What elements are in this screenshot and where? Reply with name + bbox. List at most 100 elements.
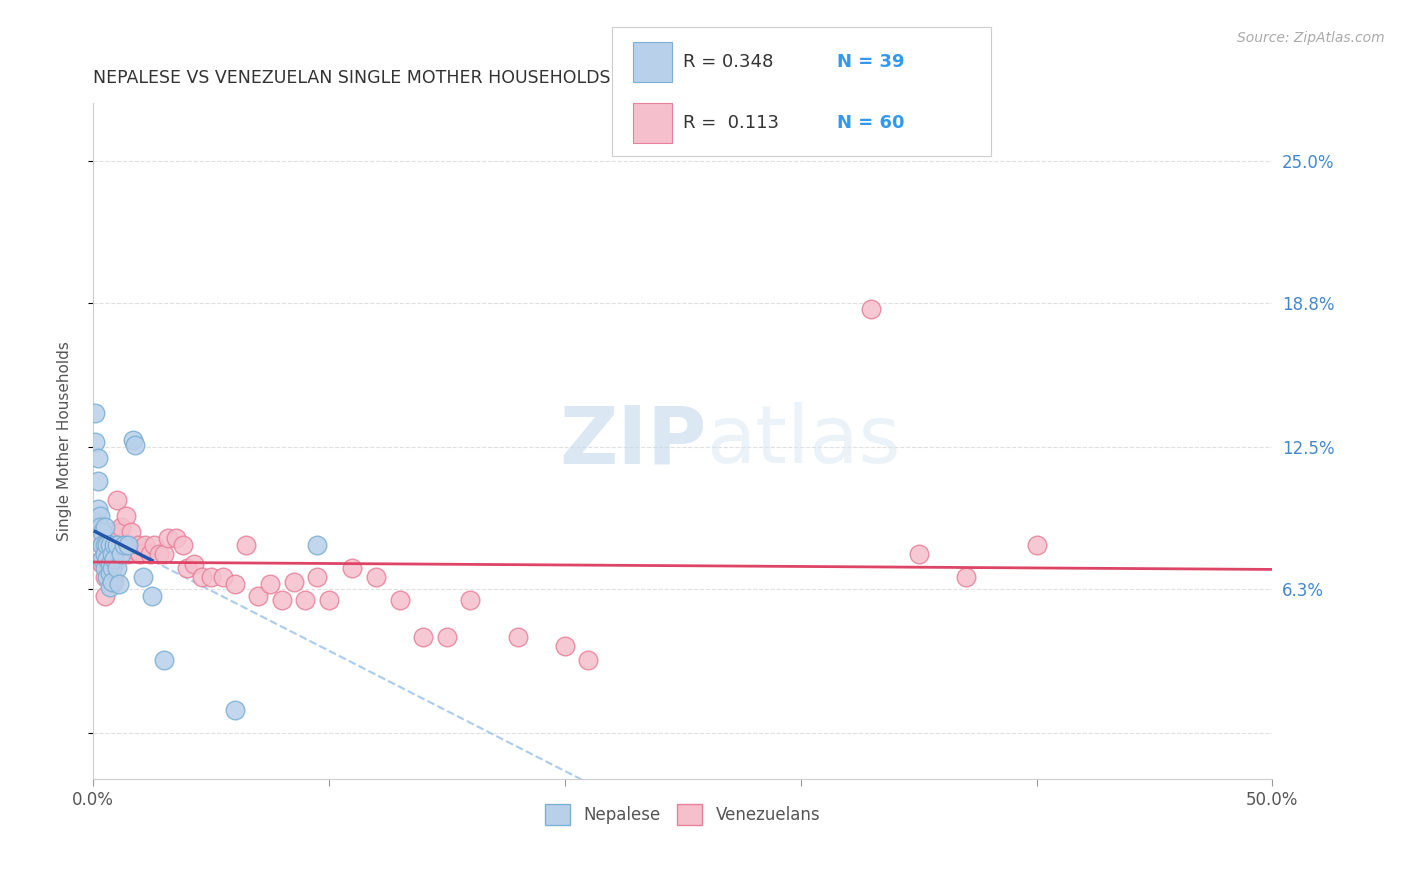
- Point: [89, 508, 111, 523]
- Text: N = 60: N = 60: [837, 113, 904, 132]
- Point: [98, 557, 121, 571]
- Point: [576, 653, 599, 667]
- Point: [129, 548, 152, 562]
- Point: [412, 630, 434, 644]
- Point: [176, 561, 198, 575]
- Point: [152, 653, 174, 667]
- Point: [124, 542, 146, 557]
- Point: [318, 593, 340, 607]
- Point: [388, 593, 411, 607]
- Point: [105, 492, 128, 507]
- Point: [307, 538, 329, 552]
- Legend: Nepalese, Venezuelans: Nepalese, Venezuelans: [538, 797, 827, 831]
- Text: atlas: atlas: [706, 402, 901, 480]
- Point: [96, 552, 118, 566]
- Point: [342, 561, 364, 575]
- Point: [84, 405, 107, 419]
- Point: [103, 574, 125, 589]
- Text: N = 39: N = 39: [837, 53, 904, 71]
- Point: [138, 548, 160, 562]
- Point: [307, 570, 329, 584]
- Point: [94, 548, 117, 562]
- Point: [94, 538, 117, 552]
- Point: [91, 557, 114, 571]
- Point: [96, 538, 118, 552]
- Point: [247, 589, 270, 603]
- Point: [103, 557, 125, 571]
- Point: [94, 561, 117, 575]
- Point: [101, 570, 124, 584]
- Point: [860, 302, 883, 317]
- Point: [96, 557, 118, 571]
- Point: [224, 703, 246, 717]
- Point: [955, 570, 977, 584]
- Point: [112, 538, 135, 552]
- Y-axis label: Single Mother Households: Single Mother Households: [58, 342, 72, 541]
- Point: [1025, 538, 1047, 552]
- Point: [101, 561, 124, 575]
- Point: [87, 451, 110, 466]
- Point: [165, 532, 187, 546]
- Point: [98, 524, 121, 539]
- Point: [108, 524, 131, 539]
- Text: R = 0.348: R = 0.348: [683, 53, 773, 71]
- Point: [112, 538, 135, 552]
- Point: [907, 548, 929, 562]
- Point: [294, 593, 316, 607]
- Point: [98, 580, 121, 594]
- Point: [87, 474, 110, 488]
- Point: [94, 589, 117, 603]
- Point: [94, 570, 117, 584]
- Point: [122, 433, 145, 447]
- Point: [117, 548, 139, 562]
- Point: [120, 524, 142, 539]
- Point: [96, 570, 118, 584]
- Point: [103, 552, 125, 566]
- Point: [96, 538, 118, 552]
- Text: NEPALESE VS VENEZUELAN SINGLE MOTHER HOUSEHOLDS CORRELATION CHART: NEPALESE VS VENEZUELAN SINGLE MOTHER HOU…: [93, 69, 804, 87]
- Point: [259, 577, 281, 591]
- Point: [89, 532, 111, 546]
- Point: [143, 538, 166, 552]
- Point: [235, 538, 257, 552]
- Point: [91, 524, 114, 539]
- Point: [110, 548, 132, 562]
- Point: [172, 538, 194, 552]
- Point: [364, 570, 387, 584]
- Point: [94, 520, 117, 534]
- Point: [183, 557, 205, 571]
- Point: [89, 554, 111, 568]
- Text: ZIP: ZIP: [560, 402, 706, 480]
- Point: [283, 574, 305, 589]
- Point: [105, 538, 128, 552]
- Point: [94, 548, 117, 562]
- Point: [91, 552, 114, 566]
- Point: [148, 548, 170, 562]
- Point: [131, 570, 153, 584]
- Text: R =  0.113: R = 0.113: [683, 113, 779, 132]
- Point: [108, 577, 131, 591]
- Point: [460, 593, 482, 607]
- Point: [157, 532, 180, 546]
- Point: [436, 630, 458, 644]
- Point: [84, 435, 107, 450]
- Point: [554, 639, 576, 653]
- Point: [98, 566, 121, 580]
- Point: [224, 577, 246, 591]
- Point: [124, 437, 146, 451]
- Point: [117, 538, 139, 552]
- Point: [101, 574, 124, 589]
- Point: [103, 538, 125, 552]
- Point: [91, 538, 114, 552]
- Point: [101, 548, 124, 562]
- Point: [190, 570, 212, 584]
- Text: Source: ZipAtlas.com: Source: ZipAtlas.com: [1237, 31, 1385, 45]
- Point: [98, 538, 121, 552]
- Point: [200, 570, 222, 584]
- Point: [110, 520, 132, 534]
- Point: [211, 570, 233, 584]
- Point: [152, 548, 174, 562]
- Point: [98, 548, 121, 562]
- Point: [105, 561, 128, 575]
- Point: [270, 593, 292, 607]
